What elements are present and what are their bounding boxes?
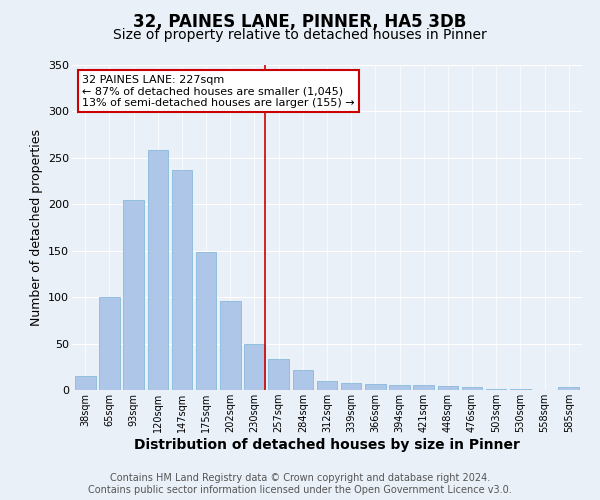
Text: 32, PAINES LANE, PINNER, HA5 3DB: 32, PAINES LANE, PINNER, HA5 3DB	[133, 12, 467, 30]
Bar	[124, 200, 144, 390]
Bar	[220, 301, 241, 390]
Bar	[172, 170, 192, 390]
Bar	[317, 380, 337, 390]
Bar	[341, 382, 361, 390]
Bar	[268, 360, 289, 390]
Bar	[462, 387, 482, 390]
Bar	[365, 384, 386, 390]
Bar	[486, 389, 506, 390]
Bar	[510, 389, 530, 390]
Bar	[244, 344, 265, 390]
Bar	[413, 386, 434, 390]
Text: Contains HM Land Registry data © Crown copyright and database right 2024.
Contai: Contains HM Land Registry data © Crown c…	[88, 474, 512, 495]
Text: Size of property relative to detached houses in Pinner: Size of property relative to detached ho…	[113, 28, 487, 42]
Bar	[437, 386, 458, 390]
Bar	[293, 370, 313, 390]
Bar	[75, 376, 95, 390]
Bar	[389, 386, 410, 390]
Bar	[99, 297, 120, 390]
Bar	[196, 252, 217, 390]
Bar	[559, 387, 579, 390]
Bar	[148, 150, 168, 390]
Text: 32 PAINES LANE: 227sqm
← 87% of detached houses are smaller (1,045)
13% of semi-: 32 PAINES LANE: 227sqm ← 87% of detached…	[82, 74, 355, 108]
Y-axis label: Number of detached properties: Number of detached properties	[29, 129, 43, 326]
X-axis label: Distribution of detached houses by size in Pinner: Distribution of detached houses by size …	[134, 438, 520, 452]
